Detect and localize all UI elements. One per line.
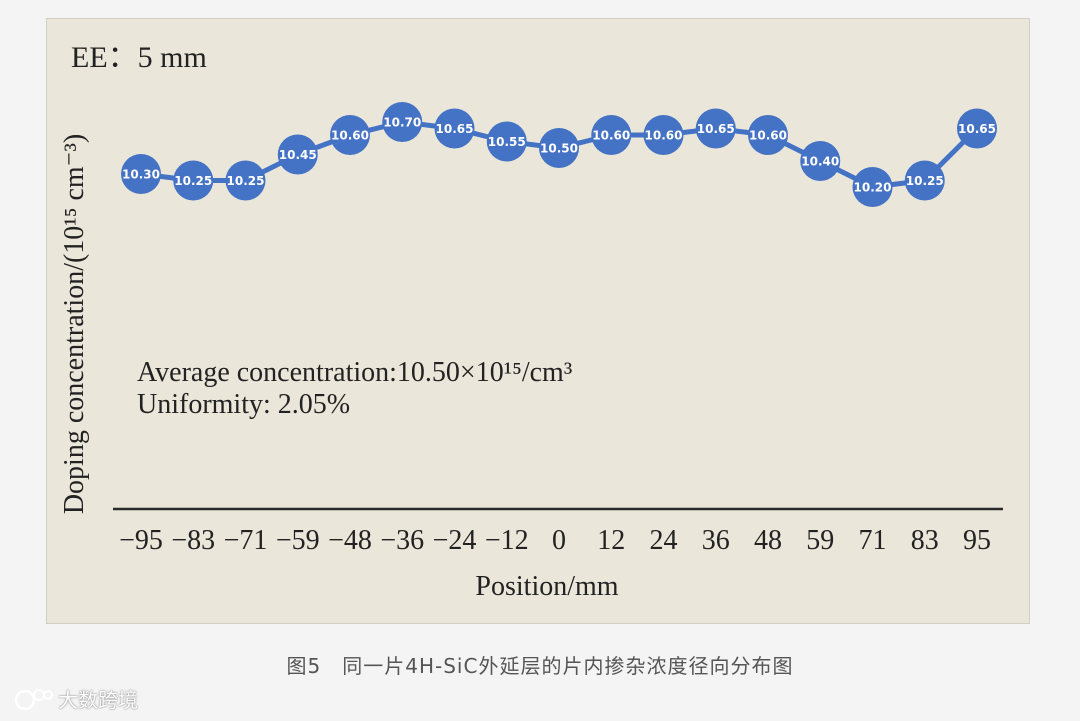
- data-label: 10.65: [958, 122, 996, 136]
- x-tick-label: 83: [911, 525, 939, 556]
- average-concentration-annotation: Average concentration:10.50×10¹⁵/cm³: [137, 357, 572, 388]
- data-point: [852, 167, 893, 207]
- watermark: 大数跨境: [12, 684, 138, 713]
- x-tick-label: 36: [702, 525, 730, 556]
- x-tick-label: 24: [650, 525, 678, 556]
- x-tick-label: −83: [171, 525, 215, 556]
- doping-line-chart: EE：5 mm Doping concentration/(10¹⁵ cm⁻³)…: [59, 41, 1003, 602]
- data-label: 10.60: [592, 129, 630, 143]
- data-label: 10.60: [645, 129, 683, 143]
- chart-figure: EE：5 mm Doping concentration/(10¹⁵ cm⁻³)…: [46, 18, 1030, 624]
- data-point: [225, 160, 266, 201]
- data-label: 10.45: [279, 148, 317, 162]
- data-label: 10.65: [436, 122, 474, 136]
- x-tick-label: −71: [224, 525, 268, 556]
- data-point: [434, 108, 475, 149]
- x-tick-label: 48: [754, 525, 782, 556]
- edge-exclusion-annotation: EE：5 mm: [71, 41, 207, 74]
- x-tick-label: −36: [380, 525, 424, 556]
- x-tick-label: −12: [485, 525, 529, 556]
- x-tick-label: −59: [276, 525, 320, 556]
- data-label: 10.30: [122, 168, 160, 182]
- x-tick-label: 0: [552, 525, 566, 556]
- data-label: 10.40: [801, 155, 839, 169]
- x-tick-label: 71: [859, 525, 887, 556]
- x-tick-label: −24: [433, 525, 477, 556]
- data-label: 10.70: [383, 116, 421, 130]
- x-tick-label: 59: [806, 525, 834, 556]
- x-tick-label: 12: [597, 525, 625, 556]
- figure-caption: 图5 同一片4H-SiC外延层的片内掺杂浓度径向分布图: [286, 654, 794, 678]
- data-point: [957, 108, 997, 149]
- x-tick-label: −48: [328, 525, 372, 556]
- data-point: [486, 121, 527, 162]
- watermark-logo-icon: [14, 688, 53, 710]
- data-point: [748, 115, 788, 155]
- data-label: 10.60: [331, 129, 369, 143]
- data-point: [695, 108, 736, 149]
- data-label: 10.65: [697, 122, 735, 136]
- data-point: [800, 141, 841, 181]
- data-point: [382, 102, 423, 142]
- uniformity-annotation: Uniformity: 2.05%: [137, 389, 350, 420]
- data-point: [904, 160, 945, 201]
- data-label: 10.25: [906, 174, 944, 188]
- data-label: 10.20: [854, 181, 892, 195]
- data-label: 10.25: [227, 174, 265, 188]
- data-label: 10.60: [749, 129, 787, 143]
- data-point: [643, 115, 684, 155]
- data-label: 10.55: [488, 135, 526, 149]
- data-point: [121, 154, 161, 194]
- data-label: 10.50: [540, 142, 578, 156]
- data-point: [539, 128, 579, 168]
- data-point: [330, 115, 370, 155]
- x-axis-label: Position/mm: [475, 571, 618, 602]
- y-axis-label: Doping concentration/(10¹⁵ cm⁻³): [59, 134, 90, 514]
- watermark-text: 大数跨境: [58, 688, 138, 712]
- x-tick-labels: −95 −83 −71 −59 −48 −36 −24 −12 0 12 24 36 48 59 71 83 9…: [119, 525, 991, 556]
- data-point: [277, 134, 318, 175]
- x-tick-label: 95: [963, 525, 991, 556]
- data-label: 10.25: [174, 174, 212, 188]
- data-point: [591, 115, 632, 155]
- series-layer: 10.30 10.25 10.25 10.45 10.60 10.70 10.65 10.55…: [121, 102, 997, 207]
- x-tick-label: −95: [119, 525, 163, 556]
- data-point: [173, 160, 214, 201]
